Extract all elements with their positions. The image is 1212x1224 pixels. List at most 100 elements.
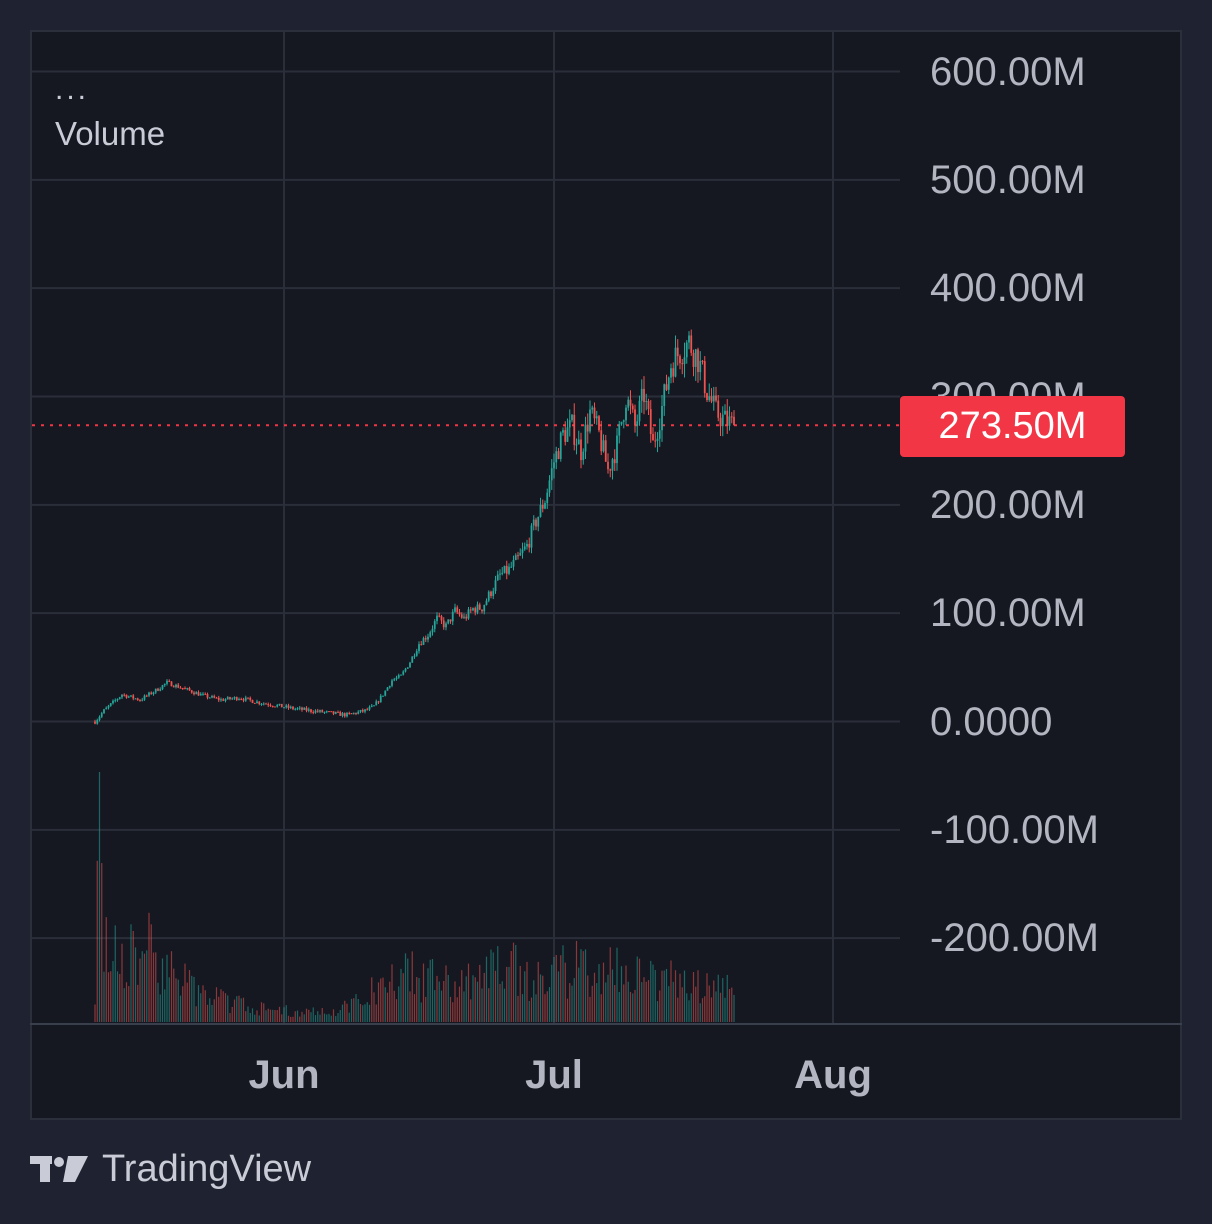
- volume-bar: [314, 1015, 317, 1022]
- candle-body: [98, 716, 101, 721]
- volume-bar: [330, 1015, 332, 1022]
- candle-body: [510, 566, 513, 568]
- candle-body: [478, 604, 481, 610]
- candle-body: [496, 574, 499, 581]
- volume-bar: [602, 962, 605, 1022]
- candle-body: [393, 679, 396, 681]
- candle-body: [193, 692, 195, 695]
- candle-body: [368, 706, 371, 710]
- candle-body: [483, 605, 486, 612]
- legend[interactable]: ... Volume: [55, 73, 165, 151]
- volume-bar: [344, 1000, 346, 1022]
- volume-bar: [411, 951, 413, 1022]
- candle-body: [298, 707, 301, 709]
- candle-body: [463, 616, 465, 618]
- candle-body: [535, 519, 537, 527]
- candle-body: [202, 693, 204, 695]
- candle-body: [451, 611, 454, 622]
- candle-body: [580, 439, 582, 461]
- volume-bar: [170, 951, 173, 1022]
- volume-bar: [575, 940, 578, 1022]
- volume-bar: [362, 1005, 364, 1022]
- volume-bar: [584, 949, 587, 1022]
- candle-body: [649, 409, 652, 435]
- volume-bar: [398, 986, 400, 1022]
- candle-body: [346, 713, 348, 717]
- candle-body: [586, 424, 589, 432]
- candle-body: [712, 395, 715, 402]
- volume-bar: [281, 1014, 283, 1022]
- candle-body: [231, 698, 234, 700]
- candle-body: [337, 711, 339, 713]
- candle-body: [571, 414, 573, 421]
- candle-body: [692, 352, 695, 367]
- candle-body: [348, 713, 351, 715]
- volume-bar: [240, 998, 242, 1022]
- candle-body: [467, 609, 470, 619]
- candle-body: [325, 711, 328, 713]
- candle-body: [627, 399, 630, 408]
- volume-bar: [647, 980, 650, 1022]
- volume-bar: [321, 1008, 323, 1022]
- candle-body: [715, 395, 717, 401]
- volume-bar: [699, 1003, 701, 1022]
- volume-bar: [706, 973, 708, 1022]
- volume-bar: [366, 1002, 368, 1022]
- candle-body: [316, 710, 319, 712]
- candle-body: [186, 688, 189, 690]
- volume-bar: [357, 999, 359, 1022]
- tradingview-brand[interactable]: TradingView: [30, 1146, 311, 1192]
- volume-bar: [427, 968, 429, 1022]
- volume-bar: [440, 990, 443, 1022]
- candle-body: [229, 697, 231, 699]
- volume-bar: [573, 978, 575, 1022]
- candle-body: [728, 416, 731, 426]
- volume-bar: [589, 996, 591, 1022]
- candle-body: [328, 711, 330, 713]
- volume-bar: [341, 1004, 344, 1022]
- candle-body: [433, 621, 436, 629]
- candle-body: [105, 707, 108, 710]
- volume-bar: [112, 961, 114, 1022]
- volume-bar: [436, 975, 438, 1022]
- volume-bar: [188, 970, 191, 1022]
- volume-bar: [704, 996, 706, 1022]
- candle-body: [472, 608, 474, 611]
- candle-body: [517, 555, 519, 557]
- volume-bar: [382, 977, 384, 1022]
- volume-bar: [391, 964, 393, 1022]
- candle-body: [440, 616, 443, 621]
- legend-more-dots[interactable]: ...: [55, 73, 90, 106]
- candle-body: [145, 695, 148, 697]
- volume-bar: [461, 970, 463, 1022]
- volume-bar: [152, 952, 155, 1022]
- candle-body: [436, 615, 438, 622]
- candle-body: [247, 697, 249, 699]
- candle-body: [154, 688, 157, 693]
- volume-bar: [249, 1012, 251, 1022]
- candle-body: [429, 632, 432, 637]
- volume-bar: [299, 1016, 301, 1022]
- candle-body: [143, 695, 146, 700]
- y-tick-label: 100.00M: [930, 591, 1086, 636]
- candle-body: [166, 680, 168, 684]
- candle-body: [528, 543, 531, 548]
- volume-bar: [553, 957, 555, 1022]
- volume-bar: [517, 995, 519, 1022]
- volume-bar: [539, 974, 542, 1022]
- volume-bar: [218, 996, 220, 1022]
- candle-body: [469, 609, 472, 611]
- volume-bar: [485, 956, 488, 1022]
- volume-bar: [690, 993, 692, 1022]
- candle-body: [658, 430, 661, 439]
- volume-bar: [402, 973, 404, 1022]
- volume-bar: [359, 1004, 362, 1022]
- volume-bar: [143, 953, 146, 1022]
- candle-body: [708, 396, 711, 400]
- candle-body: [721, 414, 724, 427]
- candle-body: [253, 702, 256, 704]
- volume-bar: [375, 1004, 377, 1022]
- volume-bar: [454, 981, 456, 1022]
- volume-bar: [157, 982, 159, 1022]
